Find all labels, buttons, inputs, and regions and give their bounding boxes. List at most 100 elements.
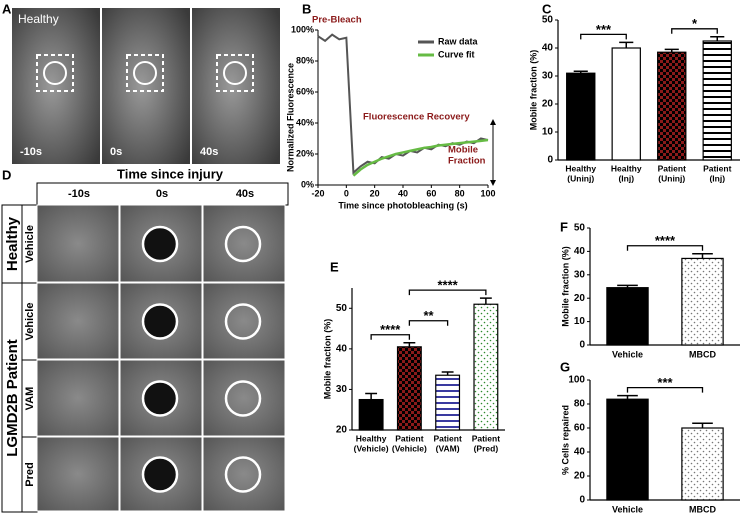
micrograph xyxy=(202,282,286,360)
y-tick-label: 80% xyxy=(296,55,314,65)
roi-box xyxy=(216,54,254,92)
error-bar xyxy=(617,284,638,288)
y-axis-label: Mobile fraction (%) xyxy=(560,246,570,327)
x-tick-label: (Vehicle) xyxy=(354,443,389,453)
y-tick-label: 0 xyxy=(547,155,553,166)
significance-bracket xyxy=(580,33,627,40)
bar xyxy=(657,51,687,161)
y-tick-label: 60% xyxy=(296,86,314,96)
micrograph xyxy=(36,204,120,283)
micrograph xyxy=(202,436,286,512)
significance-label: *** xyxy=(657,375,673,390)
micrograph xyxy=(12,8,100,164)
x-tick-label: 80 xyxy=(455,188,465,198)
bar xyxy=(435,374,461,431)
injury-circle xyxy=(224,303,262,340)
significance-label: **** xyxy=(438,278,459,293)
significance-bracket xyxy=(626,245,704,251)
annotation: Fluorescence Recovery xyxy=(363,112,470,123)
x-tick-label: (Pred) xyxy=(474,443,499,453)
row-label: Pred xyxy=(24,462,36,486)
y-tick-label: 30 xyxy=(542,71,554,82)
y-tick-label: 0 xyxy=(579,495,585,506)
x-tick-label: Patient xyxy=(658,163,687,173)
micrograph xyxy=(202,359,286,437)
injury-circle xyxy=(141,456,179,493)
roi-circle xyxy=(133,61,157,85)
time-label: 40s xyxy=(200,146,218,158)
significance-label: *** xyxy=(596,22,612,37)
group-label: LGMD2B Patient xyxy=(4,339,21,457)
y-tick-label: 40 xyxy=(574,447,586,458)
y-axis-label: Mobile fraction (%) xyxy=(322,319,332,400)
injury-circle xyxy=(224,456,262,493)
time-label: 0s xyxy=(110,146,122,158)
roi-box xyxy=(36,54,74,92)
significance-label: ** xyxy=(423,308,434,323)
y-axis-label: % Cells repaired xyxy=(560,405,570,475)
error-bar xyxy=(403,342,416,347)
annotation: Fraction xyxy=(448,156,486,167)
significance-label: **** xyxy=(655,233,676,248)
micrograph xyxy=(102,8,190,164)
injury-circle xyxy=(141,380,179,417)
roi-box xyxy=(126,54,164,92)
y-tick-label: 0 xyxy=(579,340,585,351)
injury-circle xyxy=(224,380,262,417)
x-tick-label: (Uninj) xyxy=(658,173,685,183)
significance-label: * xyxy=(692,16,698,31)
y-tick-label: 100% xyxy=(291,24,314,34)
y-tick-label: 30 xyxy=(574,269,586,280)
y-tick-label: 40 xyxy=(336,343,348,354)
legend-label: Curve fit xyxy=(438,49,475,59)
micrograph xyxy=(36,282,120,360)
roi-circle xyxy=(223,61,247,85)
significance-bracket xyxy=(408,320,449,326)
micrograph xyxy=(202,204,286,283)
y-tick-label: 40 xyxy=(542,43,554,54)
panel-label: G xyxy=(560,359,570,374)
legend-label: Raw data xyxy=(438,36,479,46)
x-tick-label: 60 xyxy=(426,188,436,198)
error-bar xyxy=(692,252,713,259)
row-label: Vehicle xyxy=(24,303,36,341)
bar xyxy=(473,303,499,431)
x-tick-label: Vehicle xyxy=(612,504,643,514)
error-bar xyxy=(479,297,492,305)
panel-label: D xyxy=(2,167,11,182)
bar xyxy=(358,398,384,431)
annotation: Pre-Bleach xyxy=(312,15,362,26)
y-tick-label: 10 xyxy=(574,316,586,327)
error-bar xyxy=(664,48,679,53)
x-tick-label: 20 xyxy=(370,188,380,198)
x-axis-label: Time since photobleaching (s) xyxy=(338,200,467,210)
y-tick-label: 80 xyxy=(574,399,586,410)
error-bar xyxy=(617,394,638,400)
x-tick-label: Healthy xyxy=(356,433,387,443)
x-tick-label: MBCD xyxy=(689,349,716,359)
injury-circle xyxy=(224,225,262,263)
row-label: Vehicle xyxy=(24,225,36,263)
x-tick-label: MBCD xyxy=(689,504,716,514)
x-tick-label: (Inj) xyxy=(709,173,725,183)
x-tick-label: 40 xyxy=(398,188,408,198)
significance-bracket xyxy=(626,386,704,393)
panel-label: C xyxy=(542,1,552,16)
significance-label: **** xyxy=(380,322,401,337)
y-tick-label: 20 xyxy=(336,425,348,436)
panel-label: E xyxy=(330,259,339,274)
x-tick-label: Vehicle xyxy=(612,349,643,359)
micrograph xyxy=(36,359,120,437)
y-tick-label: 10 xyxy=(542,127,554,138)
x-tick-label: -20 xyxy=(311,188,324,198)
time-label: 40s xyxy=(236,188,254,200)
error-bar xyxy=(365,392,378,400)
grid-title: Time since injury xyxy=(117,166,224,181)
group-frame xyxy=(1,282,23,513)
x-tick-label: Patient xyxy=(472,433,501,443)
series-line xyxy=(317,33,489,175)
x-tick-label: 100 xyxy=(480,188,495,198)
x-tick-label: (Inj) xyxy=(618,173,634,183)
roi-circle xyxy=(43,61,67,85)
